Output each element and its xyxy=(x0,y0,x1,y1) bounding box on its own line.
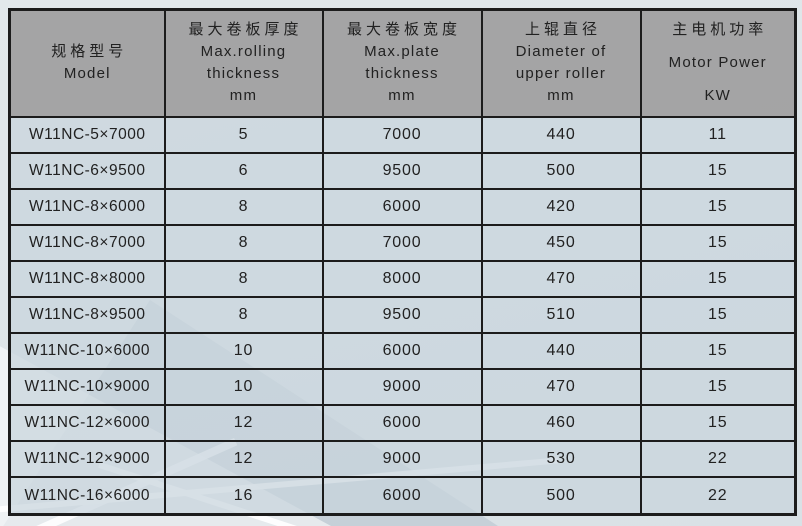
column-header-max_rolling_thickness: 最大卷板厚度 Max.rolling thickness mm xyxy=(163,8,324,118)
header-line: Model xyxy=(63,65,111,83)
header-line: Max.rolling xyxy=(200,43,287,61)
header-line: thickness xyxy=(206,65,281,83)
column-header-max_plate_width: 最大卷板宽度 Max.plate thickness mm xyxy=(321,8,483,118)
column-header-upper_roller_diameter: 上辊直径 Diameter of upper roller mm xyxy=(480,8,642,118)
value-cell: 440 xyxy=(480,332,642,371)
header-line: Max.plate xyxy=(364,43,440,61)
model-cell: W11NC-8×7000 xyxy=(8,223,166,262)
header-line: 最大卷板厚度 xyxy=(188,21,303,39)
model-cell: W11NC-8×9500 xyxy=(8,295,166,335)
table-row: W11NC-12×9000 12 9000 530 22 xyxy=(8,440,797,479)
value-cell: 7000 xyxy=(321,115,483,154)
header-line: 最大卷板宽度 xyxy=(346,21,461,39)
model-cell: W11NC-8×8000 xyxy=(8,259,166,298)
model-cell: W11NC-12×6000 xyxy=(8,404,166,443)
value-cell: 10 xyxy=(163,332,324,371)
header-line: mm xyxy=(229,87,258,105)
value-cell: 15 xyxy=(639,295,797,335)
value-cell: 6000 xyxy=(321,187,483,226)
header-line: KW xyxy=(704,87,732,105)
model-cell: W11NC-5×7000 xyxy=(8,115,166,154)
header-line: Motor Power xyxy=(668,54,767,72)
value-cell: 6000 xyxy=(321,332,483,371)
value-cell: 15 xyxy=(639,151,797,190)
value-cell: 22 xyxy=(639,440,797,479)
table-row: W11NC-8×6000 8 6000 420 15 xyxy=(8,187,797,226)
table-row: W11NC-10×9000 10 9000 470 15 xyxy=(8,368,797,407)
value-cell: 440 xyxy=(480,115,642,154)
value-cell: 530 xyxy=(480,440,642,479)
table-row: W11NC-10×6000 10 6000 440 15 xyxy=(8,332,797,371)
header-row: 规格型号 Model 最大卷板厚度 Max.rolling thickness mm 最大卷… xyxy=(8,8,797,118)
model-cell: W11NC-8×6000 xyxy=(8,187,166,226)
model-cell: W11NC-10×9000 xyxy=(8,368,166,407)
column-header-lines: 最大卷板宽度 Max.plate thickness mm xyxy=(324,19,481,107)
column-header-lines: 最大卷板厚度 Max.rolling thickness mm xyxy=(166,19,322,107)
table-row: W11NC-16×6000 16 6000 500 22 xyxy=(8,476,797,516)
value-cell: 15 xyxy=(639,332,797,371)
value-cell: 9500 xyxy=(321,295,483,335)
column-header-model: 规格型号 Model xyxy=(8,8,166,118)
model-cell: W11NC-12×9000 xyxy=(8,440,166,479)
value-cell: 12 xyxy=(163,404,324,443)
value-cell: 8000 xyxy=(321,259,483,298)
value-cell: 500 xyxy=(480,476,642,516)
value-cell: 16 xyxy=(163,476,324,516)
value-cell: 500 xyxy=(480,151,642,190)
value-cell: 510 xyxy=(480,295,642,335)
table-row: W11NC-8×9500 8 9500 510 15 xyxy=(8,295,797,335)
header-line: upper roller xyxy=(515,65,607,83)
value-cell: 5 xyxy=(163,115,324,154)
value-cell: 8 xyxy=(163,187,324,226)
spec-table-head: 规格型号 Model 最大卷板厚度 Max.rolling thickness mm 最大卷… xyxy=(8,8,797,118)
value-cell: 15 xyxy=(639,404,797,443)
column-header-lines: 上辊直径 Diameter of upper roller mm xyxy=(483,19,640,107)
column-header-lines: 规格型号 Model xyxy=(11,41,164,85)
value-cell: 450 xyxy=(480,223,642,262)
header-line: mm xyxy=(547,87,575,105)
spec-table: 规格型号 Model 最大卷板厚度 Max.rolling thickness mm 最大卷… xyxy=(8,8,797,516)
value-cell: 7000 xyxy=(321,223,483,262)
value-cell: 22 xyxy=(639,476,797,516)
table-row: W11NC-8×7000 8 7000 450 15 xyxy=(8,223,797,262)
value-cell: 6 xyxy=(163,151,324,190)
model-cell: W11NC-16×6000 xyxy=(8,476,166,516)
table-row: W11NC-6×9500 6 9500 500 15 xyxy=(8,151,797,190)
value-cell: 420 xyxy=(480,187,642,226)
value-cell: 8 xyxy=(163,223,324,262)
value-cell: 460 xyxy=(480,404,642,443)
value-cell: 15 xyxy=(639,368,797,407)
value-cell: 470 xyxy=(480,259,642,298)
value-cell: 9000 xyxy=(321,440,483,479)
value-cell: 15 xyxy=(639,187,797,226)
value-cell: 12 xyxy=(163,440,324,479)
model-cell: W11NC-6×9500 xyxy=(8,151,166,190)
header-line: 主电机功率 xyxy=(672,21,768,39)
header-line: thickness xyxy=(365,65,439,83)
header-line: 规格型号 xyxy=(51,43,128,61)
value-cell: 9500 xyxy=(321,151,483,190)
table-row: W11NC-12×6000 12 6000 460 15 xyxy=(8,404,797,443)
table-row: W11NC-8×8000 8 8000 470 15 xyxy=(8,259,797,298)
value-cell: 6000 xyxy=(321,476,483,516)
header-line: Diameter of xyxy=(515,43,607,61)
header-line: 上辊直径 xyxy=(524,21,601,39)
value-cell: 8 xyxy=(163,295,324,335)
value-cell: 8 xyxy=(163,259,324,298)
value-cell: 15 xyxy=(639,223,797,262)
value-cell: 11 xyxy=(639,115,797,154)
value-cell: 15 xyxy=(639,259,797,298)
table-row: W11NC-5×7000 5 7000 440 11 xyxy=(8,115,797,154)
value-cell: 6000 xyxy=(321,404,483,443)
spec-table-body: W11NC-5×7000 5 7000 440 11 W11NC-6×9500 6 9500 5… xyxy=(8,115,797,516)
model-cell: W11NC-10×6000 xyxy=(8,332,166,371)
column-header-lines: 主电机功率 Motor Power KW xyxy=(642,19,795,107)
value-cell: 9000 xyxy=(321,368,483,407)
header-line: mm xyxy=(388,87,416,105)
value-cell: 10 xyxy=(163,368,324,407)
value-cell: 470 xyxy=(480,368,642,407)
column-header-motor_power: 主电机功率 Motor Power KW xyxy=(639,8,797,118)
